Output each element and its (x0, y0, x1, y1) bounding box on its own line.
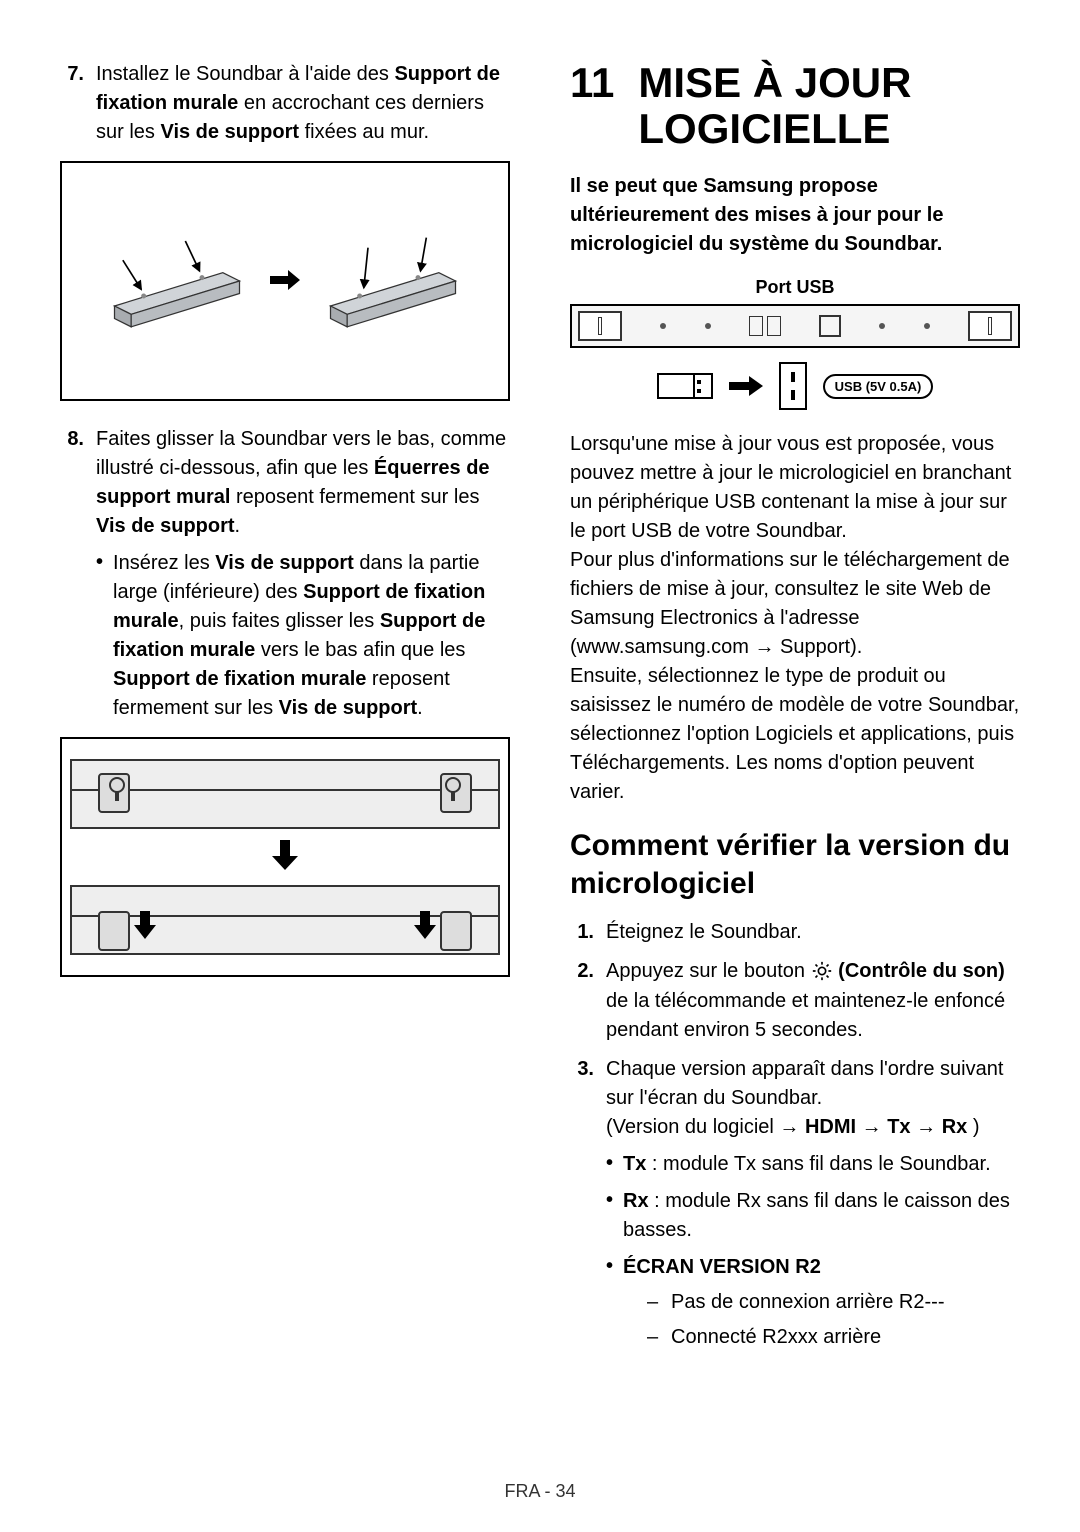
step-text: Faites glisser la Soundbar vers le bas, … (96, 425, 510, 723)
arrow-right-icon (729, 375, 763, 397)
bullet-text: Insérez les Vis de support dans la parti… (113, 549, 510, 723)
bullet-icon: • (606, 1253, 613, 1352)
figure-slide-down (60, 737, 510, 977)
step-number: 7. (60, 60, 84, 147)
gear-icon (811, 958, 833, 987)
figure-soundbar-mount (60, 161, 510, 401)
section-number: 11 (570, 60, 614, 106)
usb-stick-icon (657, 373, 713, 399)
dash-icon: – (647, 1288, 661, 1317)
step-number: 8. (60, 425, 84, 723)
soundbar-illustration-after (308, 231, 478, 331)
step-number: 3. (570, 1055, 594, 1352)
arrow-down-icon (270, 840, 300, 870)
figure-usb: Port USB USB (5V 0.5A (570, 277, 1020, 410)
page-footer: FRA - 34 (0, 1481, 1080, 1502)
bullet-icon: • (606, 1150, 613, 1179)
bullet-icon: • (96, 549, 103, 723)
soundbar-illustration-before (92, 231, 262, 331)
subsection-heading: Comment vérifier la version du micrologi… (570, 827, 1020, 902)
step-text: Installez le Soundbar à l'aide des Suppo… (96, 60, 510, 147)
usb-port-icon (779, 362, 807, 410)
dash-icon: – (647, 1323, 661, 1352)
usb-badge: USB (5V 0.5A) (823, 374, 934, 399)
step-number: 1. (570, 918, 594, 947)
arrow-right-icon (270, 262, 300, 301)
body-paragraph: Lorsqu'une mise à jour vous est proposée… (570, 430, 1020, 807)
soundbar-rear-illustration (570, 304, 1020, 348)
step-text: Chaque version apparaît dans l'ordre sui… (606, 1055, 1020, 1352)
step-text: Appuyez sur le bouton (Contrôle du son) … (606, 957, 1020, 1044)
step-text: Éteignez le Soundbar. (606, 918, 1020, 947)
step-number: 2. (570, 957, 594, 1044)
intro-text: Il se peut que Samsung propose ultérieur… (570, 172, 1020, 259)
section-heading: MISE À JOUR LOGICIELLE (638, 60, 1020, 152)
usb-port-label: Port USB (570, 277, 1020, 298)
bullet-icon: • (606, 1187, 613, 1245)
